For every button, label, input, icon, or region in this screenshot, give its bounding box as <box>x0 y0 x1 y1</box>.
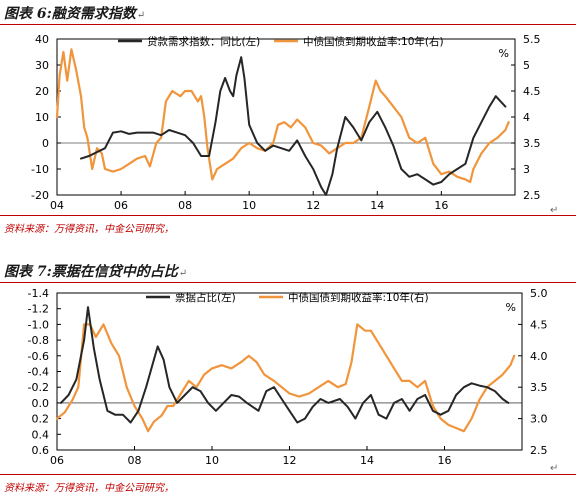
figure-6-title: 图表 6:融资需求指数↵ <box>4 6 146 22</box>
left-axis-tick-label: -10 <box>31 163 49 176</box>
paragraph-mark-icon: ↵ <box>178 268 188 279</box>
paragraph-mark-icon: ↵ <box>550 205 559 216</box>
title-divider <box>0 282 576 283</box>
bill-share-chart: -1.4 -1.2 -1.0 -0.8 -0.6 -0.4 -0.2 0.0 0.2 0.4 0.6… <box>28 287 548 467</box>
left-axis-tick-label: 10 <box>35 111 49 124</box>
left-axis-tick-label: -0.2 <box>28 381 49 394</box>
figure-7-title: 图表 7:票据在信贷中的占比↵ <box>4 264 188 280</box>
left-axis-tick-label: 0 <box>42 137 49 150</box>
left-axis-tick-label: 0.6 <box>32 444 50 457</box>
x-axis-tick-label: 06 <box>114 199 128 212</box>
right-axis-tick-label: 3.0 <box>530 413 548 426</box>
x-axis-tick-label: 06 <box>50 454 64 467</box>
right-axis-unit: % <box>506 301 516 314</box>
x-axis-tick-label: 08 <box>128 454 142 467</box>
x-axis-tick-label: 04 <box>50 199 64 212</box>
left-axis-tick-label: 40 <box>35 33 49 46</box>
left-axis-tick-label: -0.8 <box>28 334 49 347</box>
legend-label: 票据占比(左) <box>175 291 236 304</box>
left-axis-tick-label: 0.4 <box>32 428 50 441</box>
series-line-right-axis <box>55 323 516 433</box>
right-axis-tick-label: 5 <box>523 59 530 72</box>
x-axis-tick-label: 08 <box>178 199 192 212</box>
left-axis-tick-label: 30 <box>35 59 49 72</box>
right-axis-tick-label: 5.0 <box>530 287 548 300</box>
paragraph-mark-icon: ↵ <box>550 463 559 474</box>
series-line-left-axis <box>80 56 507 196</box>
right-axis-tick-label: 3 <box>523 163 530 176</box>
series-line-left-axis <box>59 306 510 424</box>
left-axis-tick-label: -20 <box>31 189 49 202</box>
legend-label: 中债国债到期收益率:10年(右) <box>303 35 444 48</box>
right-axis-tick-label: 4.0 <box>530 350 548 363</box>
left-axis-tick-label: 0.2 <box>32 413 50 426</box>
x-axis-tick-label: 10 <box>205 454 219 467</box>
left-axis-tick-label: -0.6 <box>28 350 49 363</box>
loan-demand-chart: 40 30 20 10 0 -10 -20 5.5 5 4.5 4 3.5 3 2.5% 04 06 08 10 1… <box>31 33 541 212</box>
right-axis-tick-label: 4 <box>523 111 530 124</box>
x-axis-tick-label: 12 <box>306 199 320 212</box>
x-axis-tick-label: 16 <box>434 199 448 212</box>
x-axis-tick-label: 14 <box>360 454 374 467</box>
legend-label: 贷款需求指数：同比(左) <box>147 35 260 48</box>
right-axis-tick-label: 4.5 <box>523 85 541 98</box>
legend-label: 中债国债到期收益率:10年(右) <box>288 291 429 304</box>
right-axis-tick-label: 3.5 <box>523 137 541 150</box>
x-axis-tick-label: 12 <box>283 454 297 467</box>
right-axis-tick-label: 5.5 <box>523 33 541 46</box>
x-axis-tick-label: 10 <box>242 199 256 212</box>
figure-7-source: 资料来源：万得资讯，中金公司研究， <box>4 483 174 494</box>
left-axis-tick-label: 20 <box>35 85 49 98</box>
left-axis-tick-label: -1.4 <box>28 287 49 300</box>
source-divider <box>0 474 576 475</box>
left-axis-tick-label: -1.0 <box>28 318 49 331</box>
left-axis-tick-label: 0.0 <box>32 397 50 410</box>
right-axis-tick-label: 2.5 <box>530 444 548 457</box>
left-axis-tick-label: -0.4 <box>28 366 49 379</box>
paragraph-mark-icon: ↵ <box>136 10 146 21</box>
x-axis-tick-label: 14 <box>370 199 384 212</box>
x-axis-tick-label: 16 <box>438 454 452 467</box>
right-axis-tick-label: 4.5 <box>530 318 548 331</box>
left-axis-tick-label: -1.2 <box>28 303 49 316</box>
right-axis-unit: % <box>499 47 509 60</box>
right-axis-tick-label: 3.5 <box>530 381 548 394</box>
figure-6-source: 资料来源：万得资讯，中金公司研究， <box>4 224 174 235</box>
right-axis-tick-label: 2.5 <box>523 189 541 202</box>
source-divider <box>0 215 576 216</box>
series-line-right-axis <box>55 48 510 184</box>
title-divider <box>0 24 576 25</box>
